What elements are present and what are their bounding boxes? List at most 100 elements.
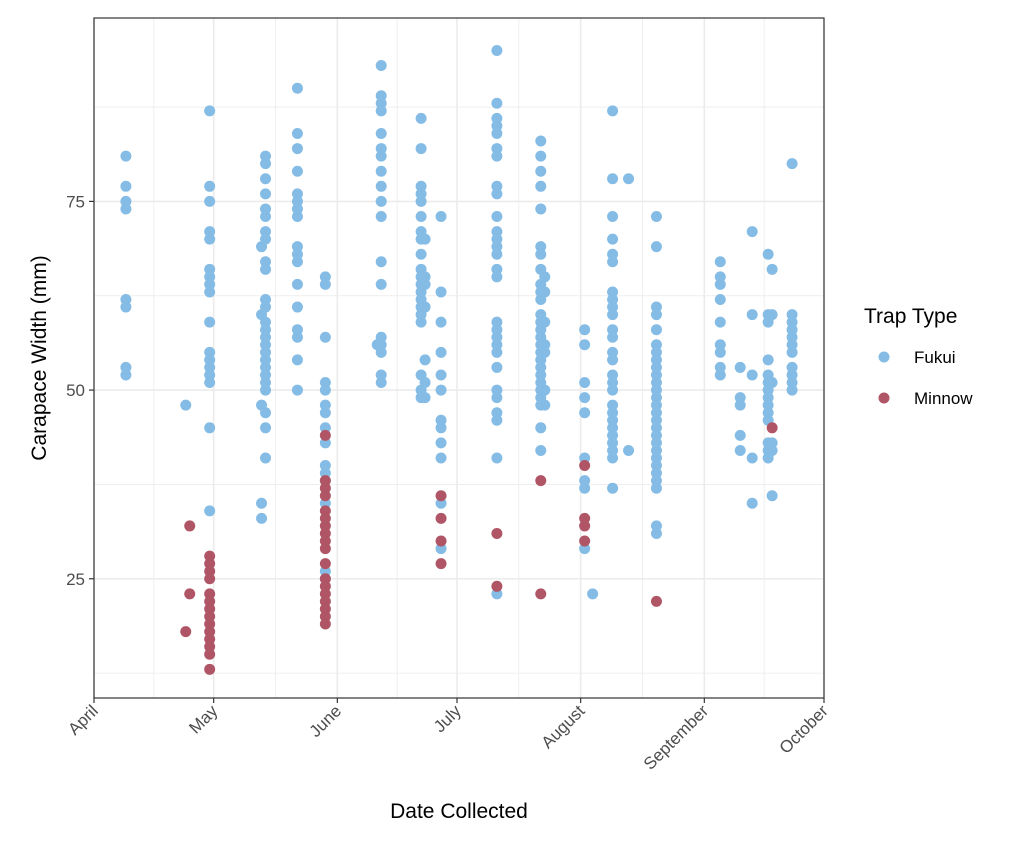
point-fukui bbox=[786, 339, 798, 351]
point-minnow bbox=[204, 618, 216, 630]
point-fukui bbox=[260, 384, 272, 396]
point-fukui bbox=[607, 429, 619, 441]
point-fukui bbox=[607, 384, 619, 396]
point-fukui bbox=[650, 210, 662, 222]
point-fukui bbox=[650, 346, 662, 358]
point-fukui bbox=[650, 429, 662, 441]
point-minnow bbox=[435, 490, 447, 502]
point-fukui bbox=[607, 286, 619, 298]
point-fukui bbox=[491, 384, 503, 396]
point-fukui bbox=[204, 346, 216, 358]
point-minnow bbox=[204, 550, 216, 562]
point-fukui bbox=[435, 437, 447, 449]
point-fukui bbox=[535, 422, 547, 434]
point-fukui bbox=[260, 407, 272, 419]
point-fukui bbox=[491, 44, 503, 56]
point-fukui bbox=[435, 422, 447, 434]
point-fukui bbox=[579, 475, 591, 487]
point-fukui bbox=[714, 346, 726, 358]
point-fukui bbox=[766, 377, 778, 389]
point-fukui bbox=[734, 399, 746, 411]
point-fukui bbox=[650, 527, 662, 539]
point-fukui bbox=[415, 112, 427, 124]
point-fukui bbox=[435, 414, 447, 426]
point-fukui bbox=[714, 369, 726, 381]
point-fukui bbox=[204, 505, 216, 517]
point-fukui bbox=[650, 369, 662, 381]
point-fukui bbox=[539, 316, 551, 328]
point-fukui bbox=[607, 377, 619, 389]
y-tick-label: 75 bbox=[66, 192, 85, 211]
grid bbox=[93, 18, 825, 698]
point-fukui bbox=[204, 180, 216, 192]
point-fukui bbox=[260, 173, 272, 185]
point-fukui bbox=[579, 482, 591, 494]
point-fukui bbox=[260, 263, 272, 275]
legend: Trap Type Fukui Minnow bbox=[864, 305, 973, 408]
point-fukui bbox=[746, 452, 758, 464]
point-minnow bbox=[204, 565, 216, 577]
point-fukui bbox=[260, 422, 272, 434]
point-fukui bbox=[491, 150, 503, 162]
point-fukui bbox=[607, 414, 619, 426]
point-fukui bbox=[435, 369, 447, 381]
point-fukui bbox=[491, 241, 503, 253]
point-fukui bbox=[435, 497, 447, 509]
point-fukui bbox=[734, 444, 746, 456]
point-fukui bbox=[491, 180, 503, 192]
point-fukui bbox=[180, 399, 192, 411]
point-fukui bbox=[734, 392, 746, 404]
point-fukui bbox=[491, 452, 503, 464]
point-fukui bbox=[607, 399, 619, 411]
point-fukui bbox=[786, 377, 798, 389]
point-fukui bbox=[535, 248, 547, 260]
point-fukui bbox=[120, 195, 132, 207]
point-fukui bbox=[607, 422, 619, 434]
point-fukui bbox=[714, 256, 726, 268]
point-fukui bbox=[491, 143, 503, 155]
point-fukui bbox=[375, 165, 387, 177]
legend-label-fukui: Fukui bbox=[914, 348, 956, 367]
point-fukui bbox=[579, 452, 591, 464]
point-minnow bbox=[204, 641, 216, 653]
point-fukui bbox=[650, 399, 662, 411]
point-fukui bbox=[491, 331, 503, 343]
point-fukui bbox=[535, 241, 547, 253]
point-fukui bbox=[746, 226, 758, 238]
point-fukui bbox=[491, 210, 503, 222]
point-minnow bbox=[204, 633, 216, 645]
point-fukui bbox=[375, 60, 387, 72]
point-fukui bbox=[786, 346, 798, 358]
point-fukui bbox=[491, 271, 503, 283]
point-fukui bbox=[491, 414, 503, 426]
point-fukui bbox=[120, 294, 132, 306]
point-fukui bbox=[607, 173, 619, 185]
x-tick-label: October bbox=[776, 701, 832, 757]
point-minnow bbox=[319, 558, 331, 570]
point-fukui bbox=[435, 346, 447, 358]
point-fukui bbox=[291, 248, 303, 260]
point-minnow bbox=[204, 588, 216, 600]
point-minnow bbox=[435, 558, 447, 570]
point-fukui bbox=[260, 324, 272, 336]
y-tick-label: 25 bbox=[66, 570, 85, 589]
point-fukui bbox=[291, 354, 303, 366]
point-fukui bbox=[650, 377, 662, 389]
point-fukui bbox=[786, 369, 798, 381]
point-fukui bbox=[260, 346, 272, 358]
point-fukui bbox=[607, 482, 619, 494]
point-fukui bbox=[319, 437, 331, 449]
point-fukui bbox=[204, 195, 216, 207]
point-fukui bbox=[491, 127, 503, 139]
point-fukui bbox=[204, 369, 216, 381]
point-fukui bbox=[260, 339, 272, 351]
point-minnow bbox=[579, 512, 591, 524]
point-fukui bbox=[650, 482, 662, 494]
point-fukui bbox=[291, 241, 303, 253]
point-fukui bbox=[260, 369, 272, 381]
point-minnow bbox=[204, 648, 216, 660]
point-fukui bbox=[319, 565, 331, 577]
point-minnow bbox=[319, 535, 331, 547]
point-fukui bbox=[435, 384, 447, 396]
point-fukui bbox=[204, 316, 216, 328]
